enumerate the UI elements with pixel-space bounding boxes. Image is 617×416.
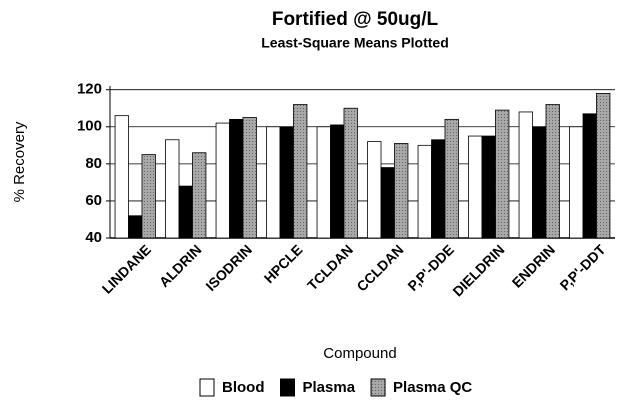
bar: [279, 126, 294, 239]
bar: [495, 109, 510, 239]
y-tick-label: 120: [77, 81, 102, 98]
x-tick-label: ENDRIN: [509, 241, 558, 290]
bar: [532, 126, 547, 239]
x-tick-label: ISODRIN: [202, 241, 255, 294]
legend-label: Blood: [222, 379, 265, 396]
bar: [128, 215, 143, 239]
bar: [293, 104, 308, 239]
bar: [266, 126, 281, 239]
x-tick-label: TCLDAN: [304, 241, 356, 293]
bar: [380, 167, 395, 239]
x-tick-label: ALDRIN: [156, 241, 205, 290]
x-tick-label: LINDANE: [99, 241, 154, 296]
bar: [192, 152, 207, 239]
bar: [367, 141, 382, 239]
bar: [468, 135, 483, 239]
legend-swatch: [199, 378, 215, 397]
x-tick-label: P,P'-DDT: [556, 241, 608, 293]
bar: [330, 124, 345, 239]
bar: [596, 93, 611, 239]
bar: [569, 126, 584, 239]
bar: [444, 118, 459, 239]
bar: [417, 144, 432, 239]
x-tick-label: P,P'-DDE: [404, 241, 457, 294]
bar: [316, 126, 331, 239]
bar: [518, 111, 533, 239]
x-axis-label: Compound: [323, 345, 396, 362]
bar: [545, 104, 560, 239]
y-tick-label: 40: [85, 229, 102, 246]
bar: [178, 185, 193, 239]
legend-swatch: [370, 378, 386, 397]
legend-label: Plasma QC: [393, 379, 472, 396]
y-axis-label: % Recovery: [11, 121, 28, 202]
chart-subtitle: Least-Square Means Plotted: [261, 35, 449, 51]
x-tick-label: HPCLE: [261, 241, 306, 286]
bar: [215, 122, 230, 239]
x-tick-label: DIELDRIN: [449, 241, 507, 299]
legend-swatch: [280, 378, 295, 397]
bar: [481, 135, 496, 239]
bar: [141, 154, 156, 239]
legend-label: Plasma: [303, 379, 356, 396]
y-tick-label: 60: [85, 192, 102, 209]
bar: [394, 143, 409, 239]
bar: [229, 118, 244, 239]
bar: [343, 107, 358, 239]
y-tick-label: 100: [77, 118, 102, 135]
y-tick-label: 80: [85, 155, 102, 172]
bar: [431, 139, 446, 239]
bar: [114, 115, 129, 239]
bar: [582, 113, 597, 239]
chart-title: Fortified @ 50ug/L: [272, 9, 439, 30]
bar: [165, 139, 180, 239]
x-tick-label: CCLDAN: [353, 241, 406, 294]
bar: [242, 117, 257, 239]
